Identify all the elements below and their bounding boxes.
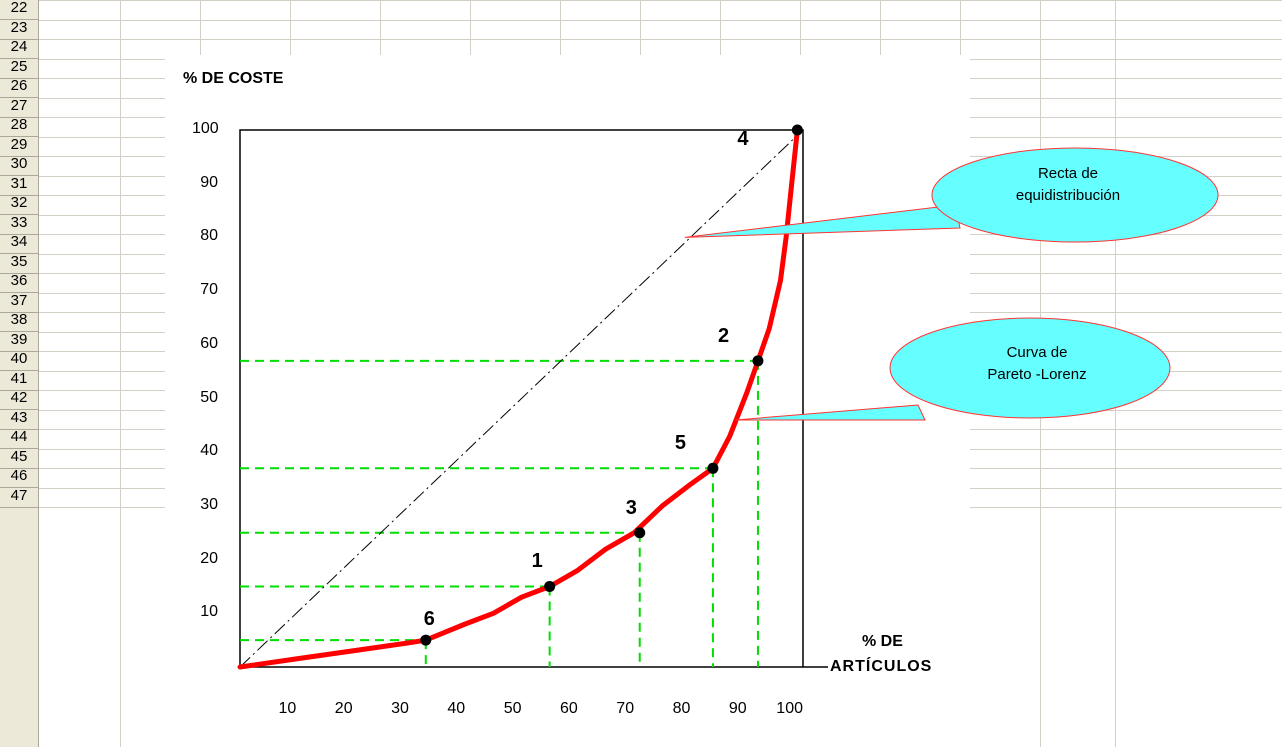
chart-panel [165,55,970,747]
row-header[interactable]: 23 [0,20,38,40]
y-tick-label: 40 [200,442,218,460]
row-header[interactable]: 47 [0,488,38,508]
row-header[interactable]: 30 [0,156,38,176]
point-label-6: 6 [423,608,435,631]
row-header[interactable]: 36 [0,273,38,293]
row-header[interactable]: 44 [0,429,38,449]
x-tick-label: 20 [334,700,353,717]
callout-curva-line2: Pareto -Lorenz [987,366,1087,383]
row-header[interactable]: 40 [0,351,38,371]
callout-recta-text: Recta de equidistribución [993,163,1143,207]
callout-curva-line1: Curva de [1006,344,1068,361]
row-header[interactable]: 39 [0,332,38,352]
row-header[interactable]: 28 [0,117,38,137]
x-tick-label: 70 [616,700,635,717]
y-axis-title: % DE COSTE [183,70,284,87]
row-header[interactable]: 38 [0,312,38,332]
row-header[interactable]: 43 [0,410,38,430]
row-header[interactable]: 22 [0,0,38,20]
x-tick-label: 100 [776,700,803,717]
y-tick-label: 90 [200,173,218,191]
callout-bubble-0 [931,147,1219,243]
row-headers: 22 23 24 25 26 27 28 29 30 31 32 33 34 35 36 37 38 39 40 41… [0,0,39,747]
y-tick-label: 10 [200,603,218,621]
y-tick-label: 100 [192,120,219,137]
row-header[interactable]: 35 [0,254,38,274]
x-tick-label: 50 [503,700,522,717]
x-axis-title-line2: ARTÍCULOS [830,658,933,675]
row-header[interactable]: 41 [0,371,38,391]
x-tick-label: 10 [278,700,297,717]
callout-recta-line2: equidistribución [1015,187,1121,204]
y-tick-label: 30 [200,495,218,513]
row-header[interactable]: 24 [0,39,38,59]
point-label-5: 5 [674,432,687,455]
point-marker-3 [634,527,646,539]
row-header[interactable]: 42 [0,390,38,410]
point-marker-1 [544,580,556,592]
row-header[interactable]: 26 [0,78,38,98]
x-tick-label: 30 [391,700,409,717]
row-header[interactable]: 31 [0,176,38,196]
y-tick-label: 80 [200,227,218,245]
y-tick-label: 20 [200,549,218,567]
point-marker-6 [420,634,432,646]
point-marker-5 [707,462,719,474]
row-header[interactable]: 37 [0,293,38,313]
equidistribution-line [239,129,804,668]
point-label-2: 2 [717,324,730,347]
row-header[interactable]: 33 [0,215,38,235]
point-label-1: 1 [531,550,543,573]
plot-frame [239,129,804,667]
callout-recta-line1: Recta de [1037,165,1099,182]
x-tick-label: 60 [560,700,578,717]
x-tick-label: 80 [672,700,691,717]
callout-bubble-1 [889,317,1171,419]
row-header[interactable]: 27 [0,98,38,118]
point-marker-2 [752,355,764,367]
row-header[interactable]: 29 [0,137,38,157]
callout-curva-text: Curva de Pareto -Lorenz [962,342,1112,386]
row-header[interactable]: 46 [0,468,38,488]
row-header[interactable]: 25 [0,59,38,79]
row-header[interactable]: 32 [0,195,38,215]
y-tick-label: 70 [200,281,218,299]
row-header[interactable]: 34 [0,234,38,254]
x-tick-label: 90 [728,700,747,717]
x-axis-title-line1: % DE [862,633,903,650]
x-tick-label: 40 [447,700,466,717]
y-tick-label: 60 [200,334,218,352]
point-marker-4 [791,124,803,136]
point-label-3: 3 [625,496,637,519]
y-tick-label: 50 [200,388,218,406]
row-header[interactable]: 45 [0,449,38,469]
point-label-4: 4 [737,128,749,150]
callout-pointer-1 [735,404,926,421]
pareto-lorenz-curve [237,127,800,670]
